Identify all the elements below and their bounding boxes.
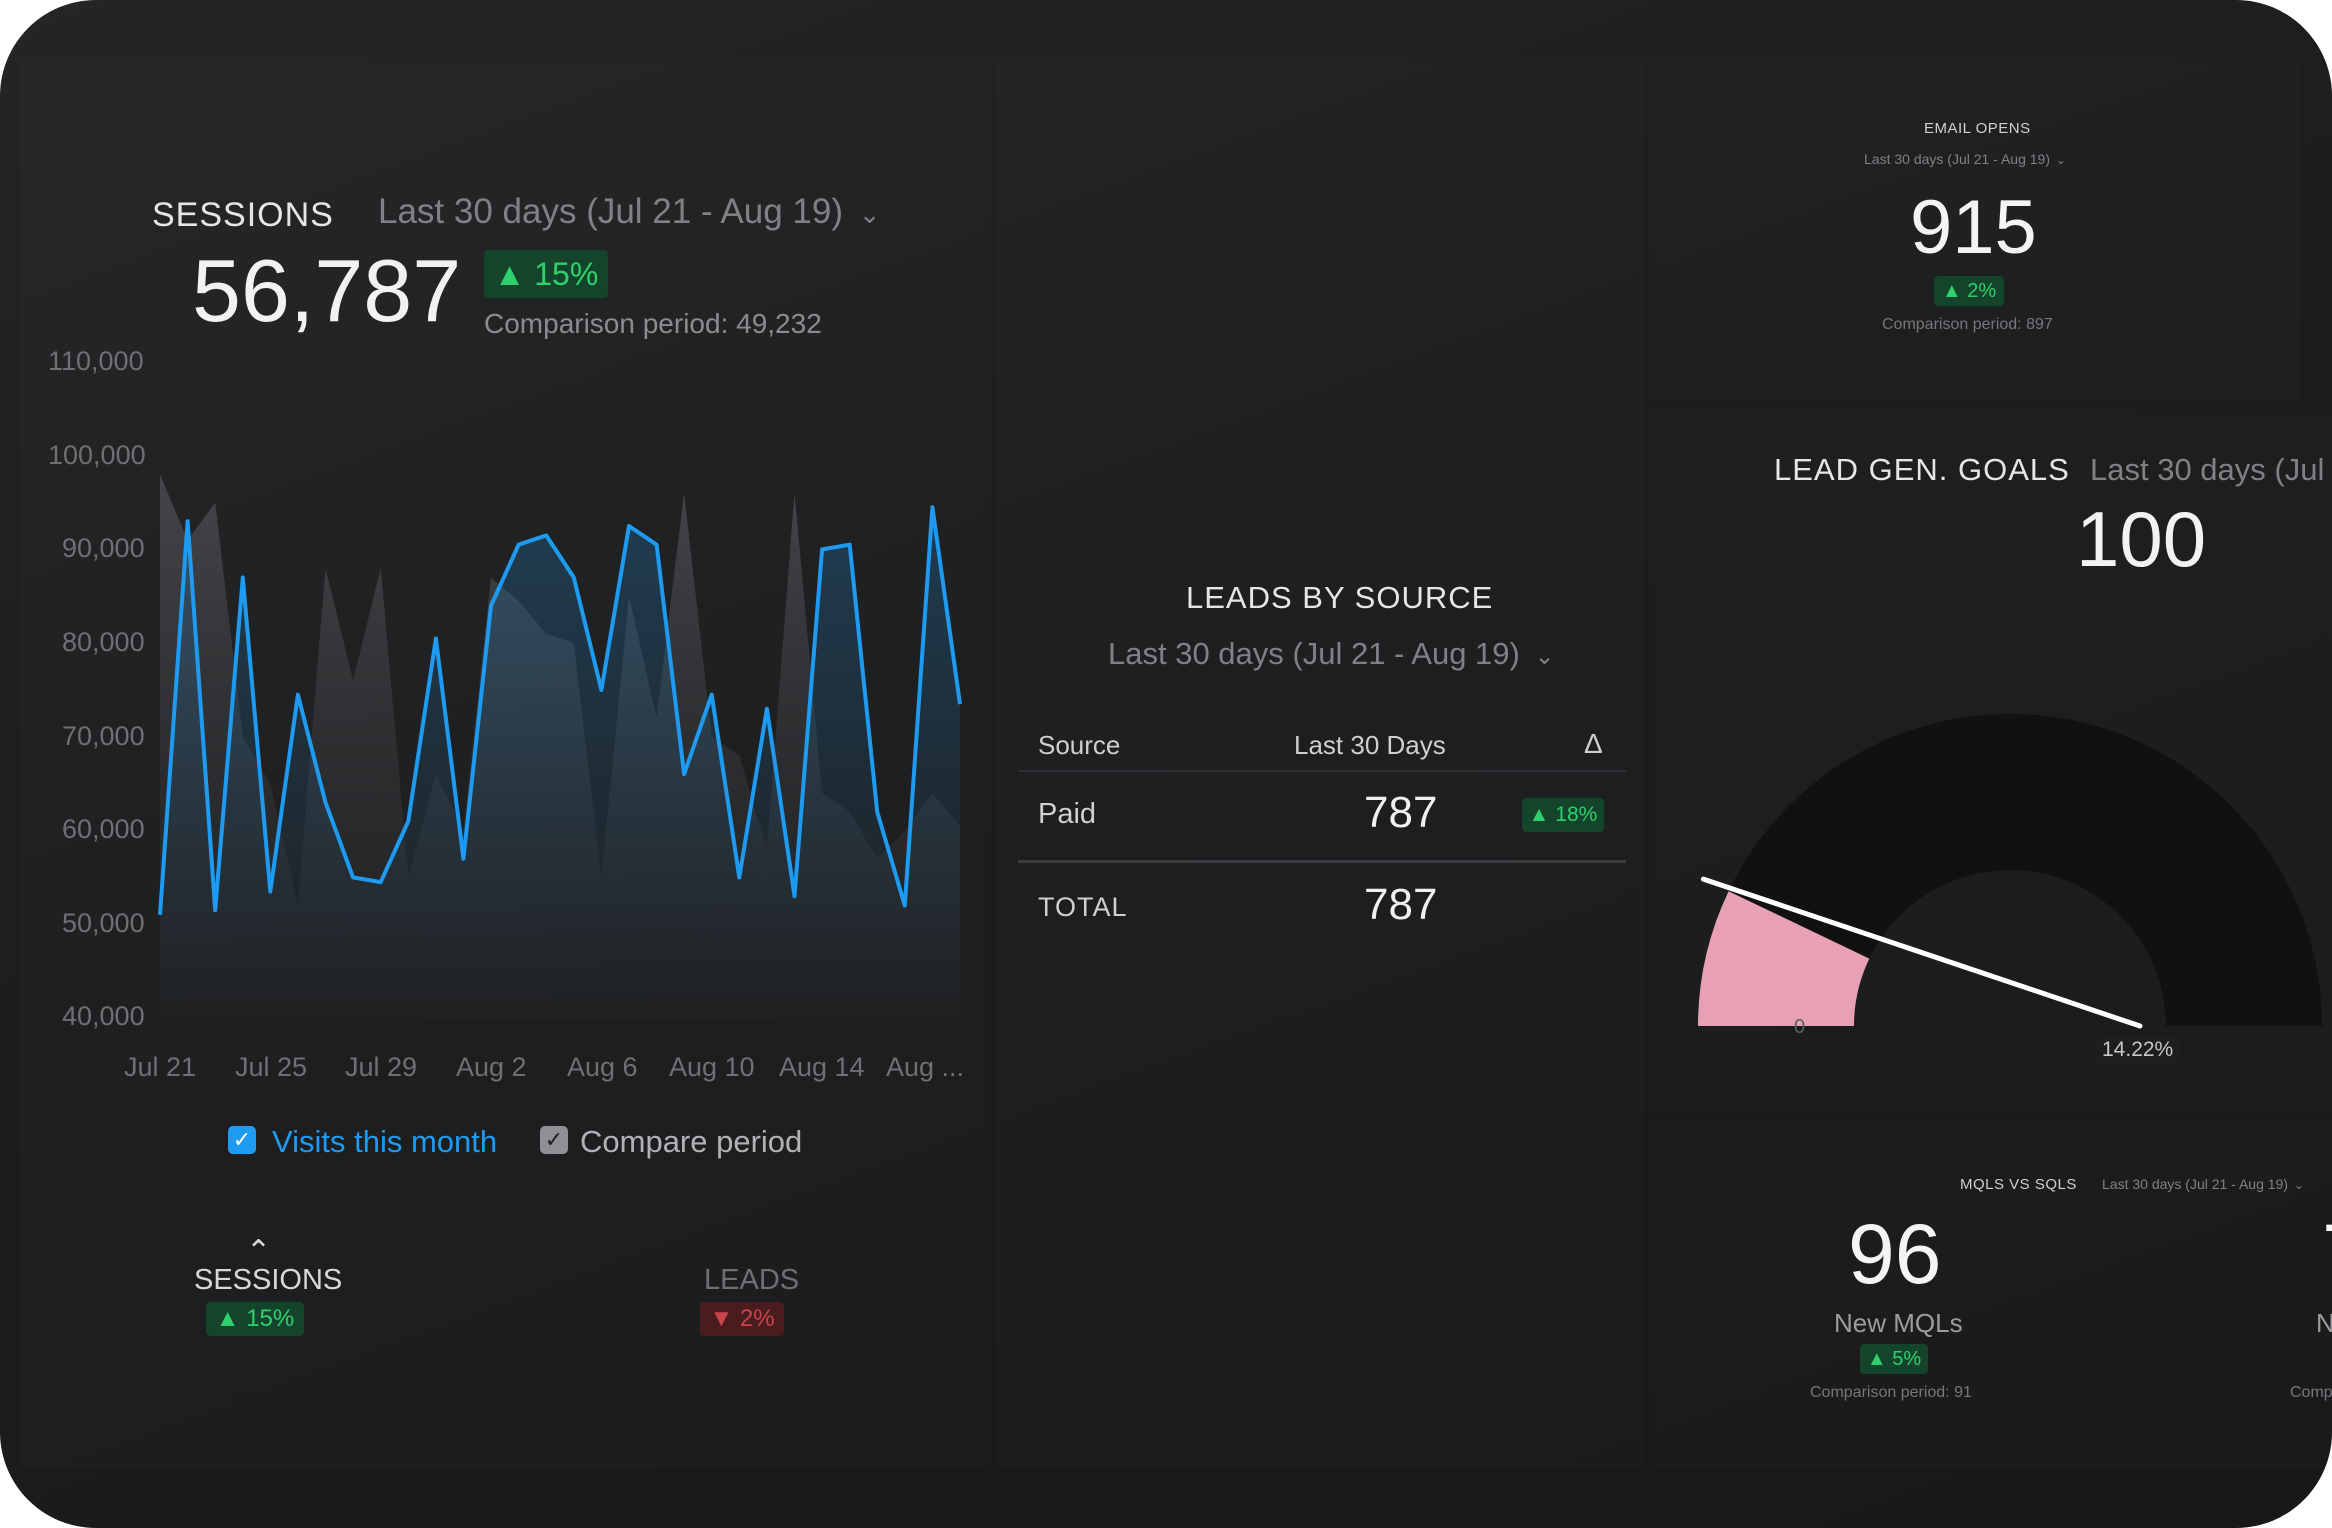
email-value: 915 — [1910, 185, 2037, 270]
goals-value: 100 — [2076, 495, 2207, 583]
tab-sessions[interactable]: ⌃ SESSIONS ▲ 15% — [180, 1234, 343, 1344]
checkbox-checked-icon[interactable]: ✓ — [228, 1126, 256, 1154]
leads-header-delta: Δ — [1584, 728, 1603, 759]
mqls-date-range[interactable]: Last 30 days (Jul 21 - Aug 19) ⌄ — [2102, 1176, 2304, 1192]
y-tick-label: 100,000 — [48, 440, 146, 470]
email-date-range-label: Last 30 days (Jul 21 - Aug 19) — [1864, 151, 2050, 167]
chevron-down-icon: ⌄ — [858, 199, 881, 229]
sessions-date-range-label: Last 30 days (Jul 21 - Aug 19) — [378, 192, 843, 231]
gauge-value-label: 14.22% — [2096, 1036, 2180, 1064]
tab-leads-label: LEADS — [704, 1264, 800, 1296]
mqls-change-badge: ▲ 5% — [1860, 1344, 1928, 1374]
tab-leads[interactable]: LEADS ▼ 2% — [694, 1234, 804, 1344]
sqls-label-cut: N — [2316, 1308, 2332, 1338]
sessions-title: SESSIONS — [152, 196, 334, 234]
sessions-value: 56,787 — [192, 241, 462, 340]
x-tick-label: Aug 6 — [567, 1052, 638, 1082]
checkbox-checked-icon[interactable]: ✓ — [540, 1126, 568, 1154]
mqls-date-range-label: Last 30 days (Jul 21 - Aug 19) — [2102, 1176, 2288, 1192]
email-comparison: Comparison period: 897 — [1882, 316, 2053, 333]
tab-sessions-label: SESSIONS — [194, 1264, 343, 1296]
leads-row-change: ▲ 18% — [1522, 798, 1604, 832]
gauge-min-label: 0 — [1794, 1016, 1806, 1038]
leads-date-range[interactable]: Last 30 days (Jul 21 - Aug 19) ⌄ — [1108, 636, 1555, 672]
leads-total-divider — [1018, 860, 1626, 863]
leads-title: LEADS BY SOURCE — [1186, 580, 1494, 615]
leads-row-value: 787 — [1364, 788, 1438, 837]
gauge-fill — [1698, 891, 1870, 1026]
tab-sessions-change: ▲ 15% — [206, 1302, 304, 1336]
y-tick-label: 110,000 — [48, 346, 144, 376]
legend-compare-label: Compare period — [580, 1124, 803, 1159]
leads-row-source: Paid — [1038, 798, 1097, 830]
y-tick-label: 80,000 — [62, 627, 145, 657]
leads-total-value: 787 — [1364, 880, 1438, 929]
leads-total-label: TOTAL — [1038, 892, 1128, 922]
mqls-title: MQLS VS SQLS — [1960, 1176, 2077, 1193]
x-tick-label: Jul 29 — [345, 1052, 418, 1082]
sessions-date-range[interactable]: Last 30 days (Jul 21 - Aug 19) ⌄ — [378, 192, 881, 232]
goals-date-range[interactable]: Last 30 days (Jul 2 — [2090, 452, 2332, 487]
y-tick-label: 90,000 — [62, 533, 145, 563]
leads-header-source: Source — [1038, 730, 1121, 760]
chevron-down-icon: ⌄ — [1534, 643, 1555, 670]
mqls-label: New MQLs — [1834, 1308, 1963, 1338]
y-tick-label: 60,000 — [62, 814, 145, 844]
y-tick-label: 70,000 — [62, 721, 145, 751]
chevron-down-icon: ⌄ — [2055, 153, 2066, 167]
email-date-range[interactable]: Last 30 days (Jul 21 - Aug 19) ⌄ — [1864, 151, 2066, 167]
email-title: EMAIL OPENS — [1924, 120, 2031, 137]
sqls-value-cut: 7 — [2322, 1206, 2332, 1303]
tab-leads-change: ▼ 2% — [700, 1302, 784, 1336]
gauge-track — [1698, 714, 2322, 1026]
visits-area — [160, 507, 960, 1018]
y-tick-label: 50,000 — [62, 908, 145, 938]
x-tick-label: Aug 2 — [456, 1052, 527, 1082]
mqls-vs-sqls-panel — [1650, 1118, 2332, 1468]
legend-visits-label: Visits this month — [272, 1124, 498, 1159]
x-tick-label: Aug 10 — [669, 1052, 755, 1082]
chevron-up-icon: ⌃ — [246, 1235, 272, 1268]
goals-title: LEAD GEN. GOALS — [1774, 452, 2070, 487]
mqls-comparison: Comparison period: 91 — [1810, 1384, 1972, 1401]
sqls-comparison-cut: Comp — [2290, 1384, 2332, 1401]
y-tick-label: 40,000 — [62, 1001, 145, 1031]
email-change-badge: ▲ 2% — [1934, 276, 2004, 306]
x-tick-label: Jul 21 — [124, 1052, 197, 1082]
leads-header-period: Last 30 Days — [1294, 730, 1446, 760]
visits-line — [158, 505, 962, 916]
leads-header-divider — [1018, 770, 1626, 772]
sessions-change-badge: ▲ 15% — [484, 250, 608, 298]
x-tick-label: Aug ... — [886, 1052, 965, 1082]
leads-date-range-label: Last 30 days (Jul 21 - Aug 19) — [1108, 636, 1520, 671]
gauge-needle — [1700, 876, 2143, 1029]
x-tick-label: Jul 25 — [235, 1052, 308, 1082]
sessions-comparison: Comparison period: 49,232 — [484, 308, 822, 339]
x-tick-label: Aug 14 — [779, 1052, 865, 1082]
mqls-value: 96 — [1848, 1207, 1942, 1301]
chevron-down-icon: ⌄ — [2293, 1178, 2304, 1192]
